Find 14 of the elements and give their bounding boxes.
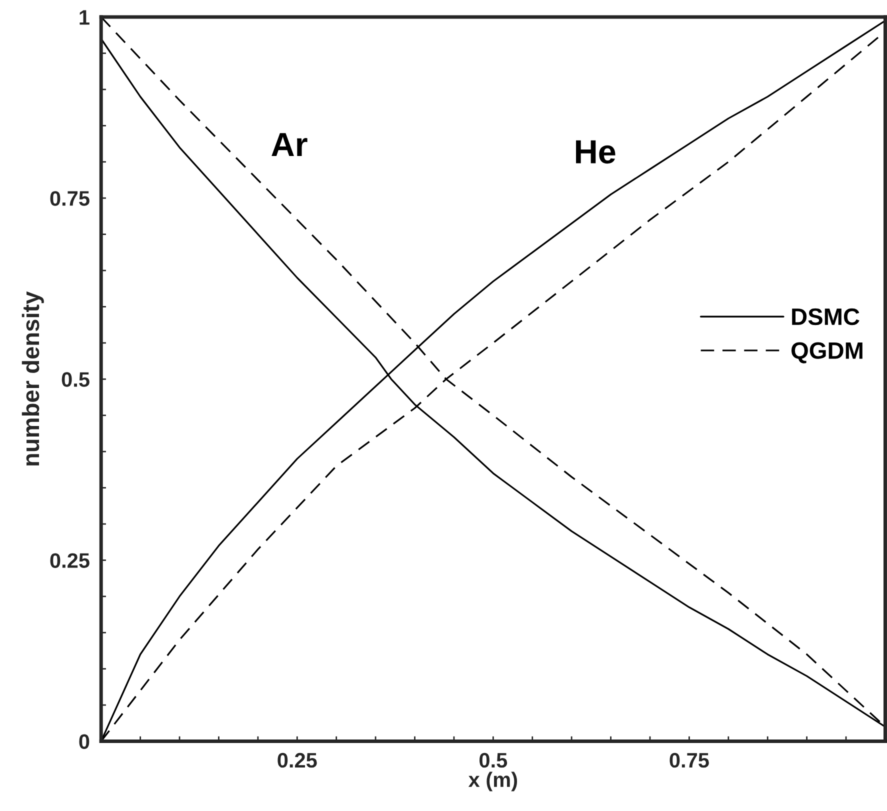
legend-label: QGDM <box>791 342 862 364</box>
x-tick-label: 0.75 <box>670 752 709 768</box>
annotation: He <box>576 140 616 164</box>
x-tick-label: 0.25 <box>278 752 317 768</box>
annotation: Ar <box>272 133 308 156</box>
x-tick-label: 0.5 <box>480 752 508 768</box>
legend-label: DSMC <box>792 308 860 326</box>
y-tick-label: 0.75 <box>50 191 90 206</box>
y-tick-label: 0.25 <box>50 553 90 568</box>
y-tick-label: 1 <box>80 10 90 25</box>
x-axis-title: x (m) <box>468 772 518 792</box>
y-axis-title: number density <box>22 291 44 466</box>
y-tick-label: 0 <box>79 734 90 750</box>
y-tick-label: 0.5 <box>62 372 90 387</box>
